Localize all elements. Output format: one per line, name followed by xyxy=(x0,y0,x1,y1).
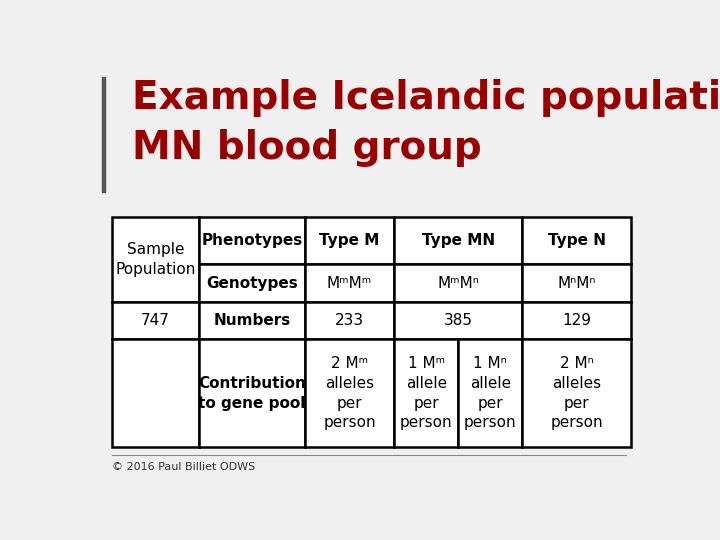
Text: © 2016 Paul Billiet ODWS: © 2016 Paul Billiet ODWS xyxy=(112,462,256,472)
Text: Phenotypes: Phenotypes xyxy=(201,233,302,248)
Bar xyxy=(523,265,631,302)
Text: Sample
Population: Sample Population xyxy=(115,242,196,276)
Bar xyxy=(523,339,631,447)
Text: Type M: Type M xyxy=(319,233,379,248)
Bar xyxy=(112,217,199,302)
Text: Type N: Type N xyxy=(548,233,606,248)
Bar xyxy=(102,77,105,192)
Text: MᵐMᵐ: MᵐMᵐ xyxy=(327,275,372,291)
Text: 129: 129 xyxy=(562,313,591,328)
Bar xyxy=(199,302,305,339)
Text: MN blood group: MN blood group xyxy=(132,129,482,167)
Text: 2 Mᵐ
alleles
per
person: 2 Mᵐ alleles per person xyxy=(323,356,376,430)
Bar xyxy=(112,339,199,447)
Bar xyxy=(523,217,631,265)
Bar xyxy=(459,339,523,447)
Bar xyxy=(305,302,394,339)
Text: 1 Mⁿ
allele
per
person: 1 Mⁿ allele per person xyxy=(464,356,517,430)
Bar xyxy=(523,302,631,339)
Text: Genotypes: Genotypes xyxy=(206,275,297,291)
Text: 747: 747 xyxy=(141,313,170,328)
Bar xyxy=(199,265,305,302)
Bar xyxy=(199,217,305,265)
Text: 233: 233 xyxy=(335,313,364,328)
Text: MᵐMⁿ: MᵐMⁿ xyxy=(437,275,480,291)
Bar xyxy=(305,339,394,447)
Bar xyxy=(394,265,523,302)
Bar xyxy=(394,339,459,447)
Bar xyxy=(394,217,523,265)
Text: Type MN: Type MN xyxy=(422,233,495,248)
Text: 1 Mᵐ
allele
per
person: 1 Mᵐ allele per person xyxy=(400,356,452,430)
Bar xyxy=(199,339,305,447)
Bar xyxy=(305,217,394,265)
Text: 385: 385 xyxy=(444,313,473,328)
Text: Numbers: Numbers xyxy=(213,313,290,328)
Text: Example Icelandic population: The: Example Icelandic population: The xyxy=(132,79,720,117)
Text: MⁿMⁿ: MⁿMⁿ xyxy=(557,275,596,291)
Bar xyxy=(112,302,199,339)
Bar xyxy=(394,302,523,339)
Bar xyxy=(305,265,394,302)
Text: Contribution
to gene pool: Contribution to gene pool xyxy=(198,376,306,411)
Text: 2 Mⁿ
alleles
per
person: 2 Mⁿ alleles per person xyxy=(551,356,603,430)
